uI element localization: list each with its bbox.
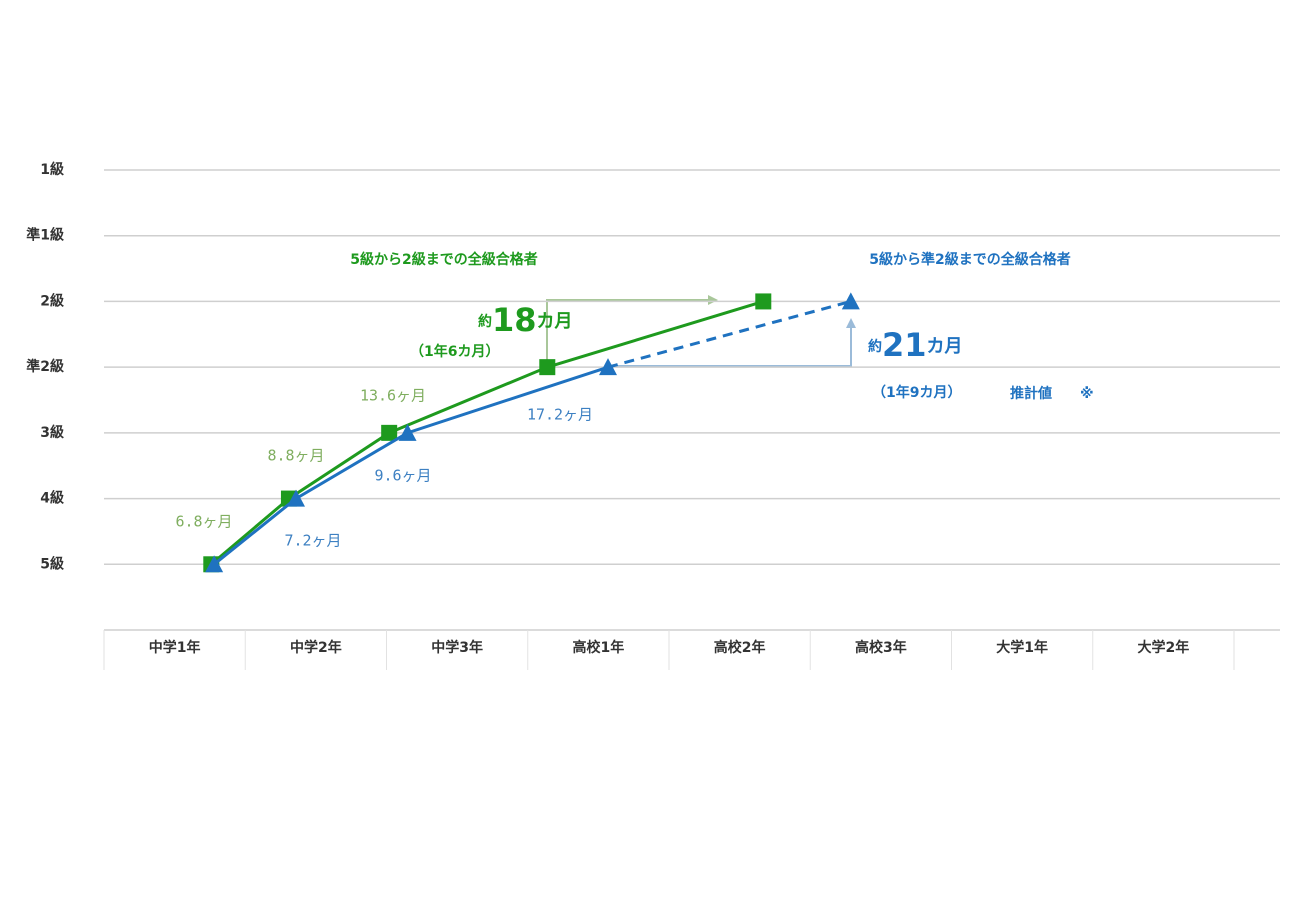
marker bbox=[599, 358, 617, 376]
blue-note: 推計値 bbox=[1010, 385, 1052, 402]
x-tick-label: 高校2年 bbox=[714, 639, 766, 656]
series-line bbox=[213, 365, 609, 566]
green-detail: （1年6カ月） bbox=[410, 343, 499, 360]
y-tick-label: 2級 bbox=[40, 292, 64, 309]
blue-mark: ※ bbox=[1080, 386, 1094, 402]
x-tick-label: 高校1年 bbox=[573, 639, 625, 656]
marker bbox=[755, 293, 772, 310]
blue-detail: （1年9カ月） bbox=[872, 384, 961, 401]
marker bbox=[841, 292, 860, 310]
segment-label: 7.2ヶ月 bbox=[284, 532, 341, 550]
y-tick-label: 準1級 bbox=[26, 227, 64, 244]
series-line-estimate bbox=[607, 299, 852, 369]
unit: カ月 bbox=[927, 336, 963, 357]
segment-label: 8.8ヶ月 bbox=[267, 447, 324, 465]
blue-arrowhead bbox=[846, 318, 856, 328]
segment-label: 6.8ヶ月 bbox=[175, 513, 232, 531]
y-tick-label: 1級 bbox=[40, 161, 64, 178]
prefix: 約 bbox=[868, 338, 882, 355]
marker bbox=[205, 555, 224, 573]
y-tick-label: 5級 bbox=[40, 555, 64, 572]
x-tick-label: 中学1年 bbox=[149, 639, 201, 656]
green-arrow bbox=[546, 299, 716, 366]
y-tick-label: 3級 bbox=[40, 424, 64, 441]
x-tick-label: 中学2年 bbox=[290, 639, 342, 656]
green-arrowhead bbox=[708, 295, 718, 305]
legend-label: 5級から2級までの全級合格者 bbox=[350, 251, 537, 268]
y-tick-label: 準2級 bbox=[26, 358, 64, 375]
segment-label: 9.6ヶ月 bbox=[374, 467, 431, 485]
legend-label: 5級から準2級までの全級合格者 bbox=[869, 251, 1070, 268]
marker bbox=[398, 423, 417, 441]
marker bbox=[287, 489, 305, 507]
marker bbox=[539, 359, 556, 376]
unit: カ月 bbox=[537, 311, 573, 332]
blue-duration: 約21カ月 bbox=[868, 326, 963, 364]
x-tick-label: 大学2年 bbox=[1138, 639, 1190, 656]
number: 18 bbox=[492, 301, 537, 339]
x-tick-label: 中学3年 bbox=[431, 639, 483, 656]
segment-label: 13.6ヶ月 bbox=[360, 387, 426, 405]
y-tick-label: 4級 bbox=[40, 490, 64, 507]
number: 21 bbox=[882, 326, 927, 364]
x-tick-label: 高校3年 bbox=[855, 639, 907, 656]
green-duration: 約18カ月 bbox=[478, 301, 573, 339]
x-tick-label: 大学1年 bbox=[996, 639, 1048, 656]
segment-label: 17.2ヶ月 bbox=[527, 406, 593, 424]
blue-arrow bbox=[607, 322, 852, 367]
prefix: 約 bbox=[478, 313, 492, 330]
marker bbox=[381, 424, 398, 441]
